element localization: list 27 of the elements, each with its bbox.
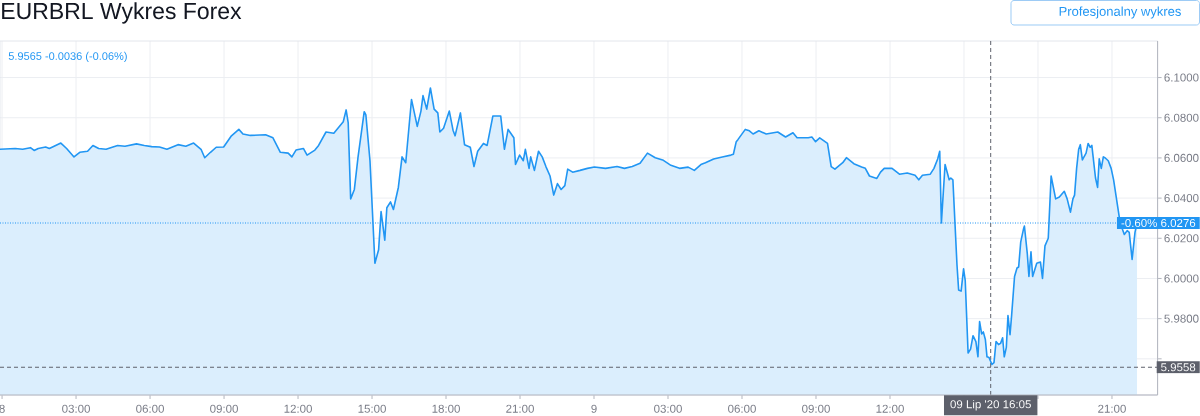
y-tick-label: 6.0800 [1164, 113, 1199, 122]
ref-line-label: 5.9558 [1161, 363, 1196, 372]
x-tick-label: 09:00 [802, 404, 830, 413]
x-tick-label: 12:00 [876, 404, 904, 413]
annotation: 5.9565 -0.0036 (-0.06%) [8, 51, 127, 63]
x-tick-label: 09:00 [210, 404, 238, 413]
text: Profesjonalny wykres [1059, 6, 1181, 19]
y-tick-label: 6.0400 [1164, 194, 1199, 203]
x-tick-label: 21:00 [1098, 404, 1126, 413]
y-tick-label: 6.0000 [1164, 274, 1199, 283]
x-tick-label: 06:00 [728, 404, 756, 413]
x-tick-label: 15:00 [358, 404, 386, 413]
x-tick-label: 8 [0, 404, 5, 413]
x-tick-label: 03:00 [62, 404, 90, 413]
x-tick-label: 03:00 [654, 404, 682, 413]
x-tick-label: 21:00 [506, 404, 534, 413]
y-tick-label: 5.9800 [1164, 314, 1199, 323]
y-tick-label: 6.0200 [1164, 234, 1199, 243]
x-tick-label: 06:00 [136, 404, 164, 413]
y-tick-label: 6.0600 [1164, 153, 1199, 162]
x-tick-label: 18:00 [432, 404, 460, 413]
x-tick-label: 9 [591, 404, 597, 413]
chart-title: EURBRL Wykres Forex [2, 2, 242, 24]
ref-line-label: 09 Lip '20 16:05 [950, 399, 1031, 411]
x-tick-label: 12:00 [284, 404, 312, 413]
ref-line-label: -0.60% 6.0276 [1121, 218, 1196, 228]
y-tick-label: 6.1000 [1164, 73, 1199, 82]
